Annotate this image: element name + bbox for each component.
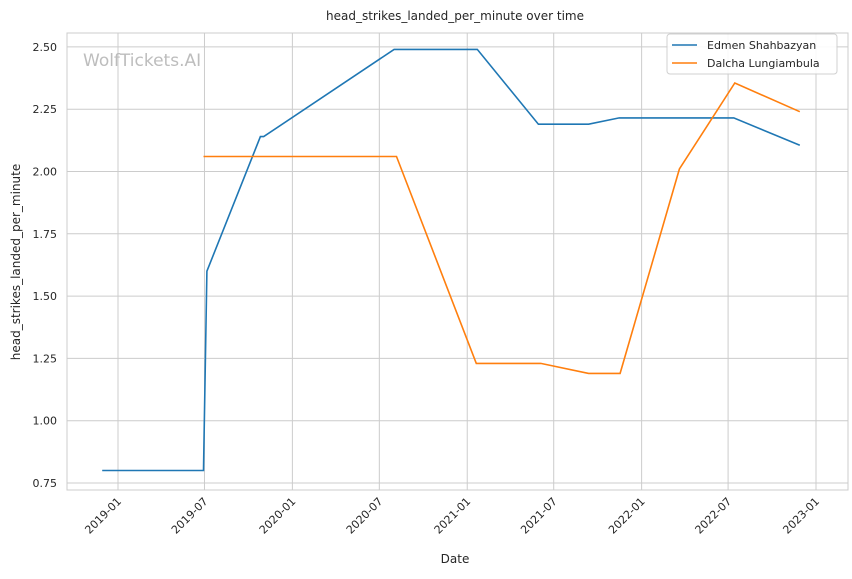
- y-tick-label: 1.50: [33, 290, 58, 303]
- y-tick-label: 2.25: [33, 103, 58, 116]
- x-tick-label: 2023-01: [780, 495, 822, 537]
- legend-label-dalcha: Dalcha Lungiambula: [707, 57, 820, 70]
- x-tick-label: 2020-01: [257, 495, 299, 537]
- x-tick-label: 2021-07: [518, 495, 560, 537]
- y-tick-label: 2.50: [33, 41, 58, 54]
- plot-frame: [66, 32, 849, 491]
- series-line-dalcha-lungiambula: [203, 81, 801, 375]
- y-axis-label: head_strikes_landed_per_minute: [9, 164, 23, 361]
- legend-label-edmen: Edmen Shahbazyan: [707, 39, 816, 52]
- x-axis-label: Date: [441, 552, 470, 566]
- legend-box: [666, 33, 838, 75]
- y-tick-label: 0.75: [33, 477, 58, 490]
- y-tick-label: 1.00: [33, 415, 58, 428]
- x-tick-label: 2022-01: [606, 495, 648, 537]
- watermark: WolfTickets.AI: [83, 51, 201, 71]
- legend: Edmen Shahbazyan Dalcha Lungiambula: [666, 33, 838, 75]
- y-tick-label: 1.75: [33, 228, 58, 241]
- x-tick-label: 2022-07: [693, 495, 735, 537]
- x-tick-label: 2021-01: [432, 495, 474, 537]
- series-line-edmen-shahbazyan: [102, 48, 801, 472]
- y-tick-label: 2.00: [33, 166, 58, 179]
- x-tick-label: 2019-07: [169, 495, 211, 537]
- y-tick-label: 1.25: [33, 352, 58, 365]
- x-tick-label: 2019-01: [82, 495, 124, 537]
- chart-title: head_strikes_landed_per_minute over time: [326, 9, 584, 23]
- x-tick-label: 2020-07: [344, 495, 386, 537]
